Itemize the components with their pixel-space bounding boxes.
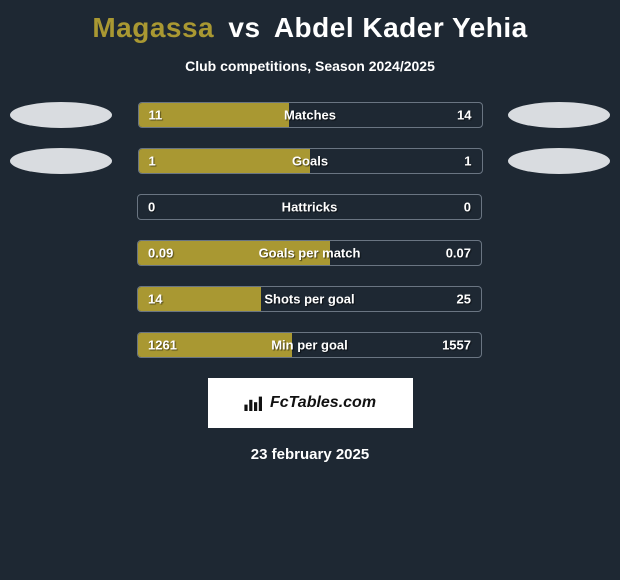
player1-marker <box>10 148 112 174</box>
subtitle: Club competitions, Season 2024/2025 <box>0 58 620 74</box>
metric-label: Goals <box>292 154 328 169</box>
stat-row: 0 Hattricks 0 <box>10 194 610 220</box>
stat-bar: 11 Matches 14 <box>138 102 483 128</box>
value-right: 1 <box>464 154 471 169</box>
date-text: 23 february 2025 <box>0 446 620 463</box>
stat-row: 1 Goals 1 <box>10 148 610 174</box>
metric-label: Hattricks <box>282 200 338 215</box>
player2-name: Abdel Kader Yehia <box>274 12 528 43</box>
brand-bars-icon <box>244 395 264 411</box>
player2-marker <box>508 148 610 174</box>
value-left: 0 <box>148 200 155 215</box>
stat-bar: 1 Goals 1 <box>138 148 483 174</box>
value-left: 1261 <box>148 338 177 353</box>
value-right: 0.07 <box>446 246 471 261</box>
value-left: 1 <box>149 154 156 169</box>
stat-row: 1261 Min per goal 1557 <box>10 332 610 358</box>
metric-label: Matches <box>284 108 336 123</box>
value-right: 14 <box>457 108 471 123</box>
metric-label: Goals per match <box>259 246 361 261</box>
stat-bar: 14 Shots per goal 25 <box>137 286 482 312</box>
stat-row: 14 Shots per goal 25 <box>10 286 610 312</box>
value-left: 14 <box>148 292 162 307</box>
brand-badge: FcTables.com <box>208 378 413 428</box>
player2-marker <box>508 102 610 128</box>
bar-left-fill <box>139 149 311 173</box>
stat-row: 11 Matches 14 <box>10 102 610 128</box>
player1-name: Magassa <box>92 12 214 43</box>
stat-bar: 0.09 Goals per match 0.07 <box>137 240 482 266</box>
stat-bar: 0 Hattricks 0 <box>137 194 482 220</box>
vs-text: vs <box>228 12 260 43</box>
comparison-title: Magassa vs Abdel Kader Yehia <box>0 0 620 44</box>
value-right: 0 <box>464 200 471 215</box>
value-left: 0.09 <box>148 246 173 261</box>
value-right: 25 <box>457 292 471 307</box>
player1-marker <box>10 102 112 128</box>
brand-text: FcTables.com <box>270 394 376 412</box>
metric-label: Shots per goal <box>264 292 354 307</box>
comparison-chart: 11 Matches 14 1 Goals 1 0 Hattricks 0 0.09 Goals p… <box>10 102 610 358</box>
value-left: 11 <box>149 108 163 123</box>
metric-label: Min per goal <box>271 338 348 353</box>
stat-row: 0.09 Goals per match 0.07 <box>10 240 610 266</box>
stat-bar: 1261 Min per goal 1557 <box>137 332 482 358</box>
value-right: 1557 <box>442 338 471 353</box>
